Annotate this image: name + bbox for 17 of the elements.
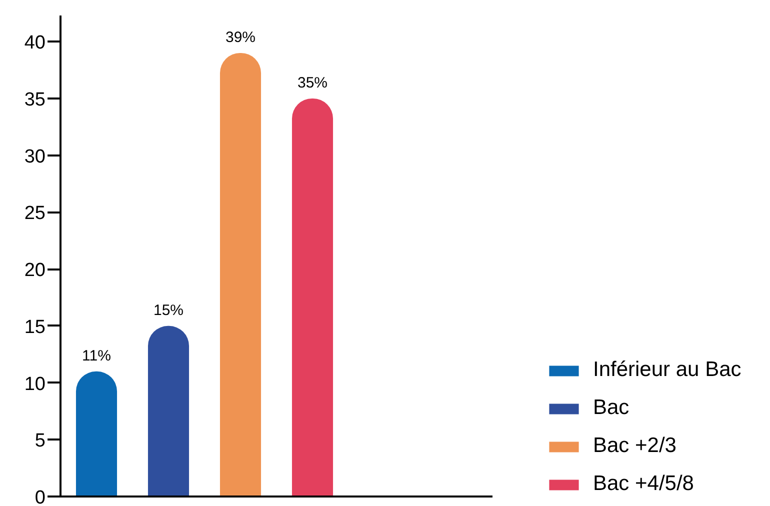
y-tick-label: 35 bbox=[24, 90, 46, 111]
legend-label: Bac +2/3 bbox=[593, 434, 676, 458]
y-tick-label: 15 bbox=[24, 316, 46, 338]
legend-label: Bac +4/5/8 bbox=[593, 472, 694, 496]
legend-label: Inférieur au Bac bbox=[593, 358, 742, 382]
data-label: 11% bbox=[82, 347, 111, 364]
y-tick-label: 5 bbox=[34, 430, 46, 452]
y-tick-label: 10 bbox=[24, 374, 46, 395]
y-tick-label: 0 bbox=[34, 488, 46, 506]
data-label: 35% bbox=[297, 74, 328, 92]
y-tick-label: 20 bbox=[24, 260, 46, 282]
legend-label: Bac bbox=[593, 396, 630, 420]
y-tick-label: 30 bbox=[24, 146, 46, 168]
data-label: 15% bbox=[153, 302, 184, 319]
data-label: 39% bbox=[225, 29, 256, 46]
y-tick-label: 25 bbox=[24, 203, 46, 224]
y-tick-label: 40 bbox=[24, 32, 46, 54]
